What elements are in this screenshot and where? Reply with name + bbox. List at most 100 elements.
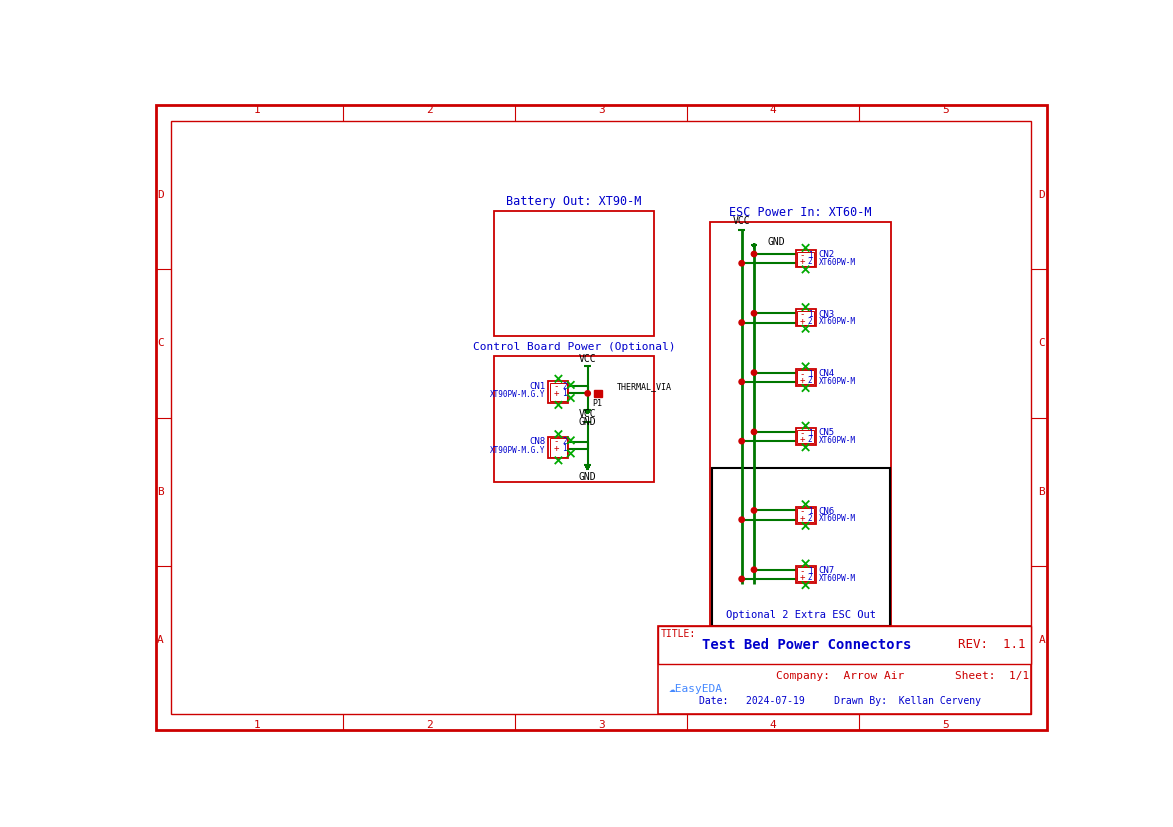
Circle shape bbox=[752, 251, 757, 256]
Text: 4: 4 bbox=[769, 720, 777, 730]
Bar bbox=[550, 438, 567, 457]
Text: CN7: CN7 bbox=[819, 566, 835, 575]
Text: Company:  Arrow Air: Company: Arrow Air bbox=[775, 671, 904, 681]
Text: CN1: CN1 bbox=[529, 382, 545, 391]
Text: Optional 2 Extra ESC Out: Optional 2 Extra ESC Out bbox=[726, 610, 875, 620]
Text: 1: 1 bbox=[808, 429, 813, 438]
Text: -: - bbox=[800, 566, 805, 576]
Bar bbox=[798, 370, 814, 384]
Text: 1: 1 bbox=[253, 720, 260, 730]
Text: Battery Out: XT90-M: Battery Out: XT90-M bbox=[506, 195, 642, 208]
Text: A: A bbox=[1038, 635, 1045, 645]
Text: CN8: CN8 bbox=[529, 437, 545, 447]
Bar bbox=[549, 437, 569, 458]
Circle shape bbox=[752, 311, 757, 316]
Text: 3: 3 bbox=[598, 105, 604, 115]
Text: REV:  1.1: REV: 1.1 bbox=[958, 638, 1025, 652]
Text: Date:   2024-07-19     Drawn By:  Kellan Cerveny: Date: 2024-07-19 Drawn By: Kellan Cerven… bbox=[699, 696, 981, 706]
Bar bbox=[494, 211, 653, 337]
Text: VCC: VCC bbox=[578, 409, 597, 419]
Bar bbox=[795, 250, 815, 267]
Text: 5: 5 bbox=[942, 105, 949, 115]
Bar bbox=[550, 383, 567, 401]
Bar bbox=[795, 507, 815, 523]
Circle shape bbox=[752, 370, 757, 375]
Text: XT60PW-M: XT60PW-M bbox=[819, 376, 855, 385]
Text: 1: 1 bbox=[808, 566, 813, 576]
Bar bbox=[494, 356, 653, 482]
Circle shape bbox=[739, 379, 745, 385]
Text: -: - bbox=[800, 429, 805, 438]
Text: TITLE:: TITLE: bbox=[660, 629, 696, 639]
Text: CN4: CN4 bbox=[819, 369, 835, 378]
Circle shape bbox=[752, 508, 757, 513]
Text: +: + bbox=[800, 435, 805, 444]
Text: ESC Power In: XT60-M: ESC Power In: XT60-M bbox=[730, 206, 872, 219]
Text: XT60PW-M: XT60PW-M bbox=[819, 574, 855, 583]
Text: 2: 2 bbox=[426, 720, 433, 730]
Text: 2: 2 bbox=[426, 105, 433, 115]
Text: 1: 1 bbox=[808, 508, 813, 516]
Text: +: + bbox=[554, 389, 558, 398]
Bar bbox=[795, 428, 815, 445]
Text: XT90PW-M.G.Y: XT90PW-M.G.Y bbox=[490, 390, 545, 399]
Text: Sheet:  1/1: Sheet: 1/1 bbox=[955, 671, 1029, 681]
Text: CN3: CN3 bbox=[819, 309, 835, 318]
Text: 2: 2 bbox=[562, 382, 567, 391]
Text: B: B bbox=[157, 487, 164, 497]
Circle shape bbox=[739, 576, 745, 581]
Text: Control Board Power (Optional): Control Board Power (Optional) bbox=[473, 342, 676, 352]
Text: +: + bbox=[800, 317, 805, 326]
Text: -: - bbox=[554, 437, 558, 447]
Text: D: D bbox=[1038, 190, 1045, 200]
Circle shape bbox=[739, 320, 745, 325]
Text: 1: 1 bbox=[253, 105, 260, 115]
Text: P1: P1 bbox=[592, 399, 603, 408]
Text: 1: 1 bbox=[808, 310, 813, 319]
Text: CN5: CN5 bbox=[819, 428, 835, 437]
Text: VCC: VCC bbox=[578, 354, 597, 364]
Bar bbox=[658, 626, 1031, 715]
Text: A: A bbox=[157, 635, 164, 645]
Text: XT60PW-M: XT60PW-M bbox=[819, 436, 855, 445]
Text: XT60PW-M: XT60PW-M bbox=[819, 318, 855, 327]
Text: 1: 1 bbox=[562, 389, 567, 398]
Circle shape bbox=[752, 567, 757, 572]
Text: 2: 2 bbox=[808, 317, 813, 326]
Text: -: - bbox=[800, 508, 805, 516]
Text: +: + bbox=[800, 573, 805, 582]
Bar bbox=[798, 508, 814, 522]
Text: XT90PW-M.G.Y: XT90PW-M.G.Y bbox=[490, 446, 545, 455]
Text: 2: 2 bbox=[808, 573, 813, 582]
Text: -: - bbox=[554, 382, 558, 391]
Text: -: - bbox=[800, 310, 805, 319]
Text: +: + bbox=[800, 257, 805, 266]
Text: CN6: CN6 bbox=[819, 507, 835, 516]
Bar bbox=[798, 429, 814, 443]
Text: GND: GND bbox=[578, 417, 597, 427]
Circle shape bbox=[739, 261, 745, 266]
Text: +: + bbox=[554, 444, 558, 453]
Text: Test Bed Power Connectors: Test Bed Power Connectors bbox=[703, 638, 911, 652]
Text: 2: 2 bbox=[808, 375, 813, 385]
Text: XT60PW-M: XT60PW-M bbox=[819, 258, 855, 267]
Text: +: + bbox=[800, 514, 805, 523]
Text: -: - bbox=[800, 251, 805, 260]
Bar bbox=[798, 567, 814, 581]
Circle shape bbox=[739, 517, 745, 523]
Text: 2: 2 bbox=[808, 257, 813, 266]
Bar bbox=[712, 468, 889, 626]
Bar bbox=[710, 222, 891, 626]
Circle shape bbox=[752, 429, 757, 434]
Text: CN2: CN2 bbox=[819, 251, 835, 260]
Text: 5: 5 bbox=[942, 720, 949, 730]
Text: C: C bbox=[157, 338, 164, 348]
Bar bbox=[795, 369, 815, 385]
Text: C: C bbox=[1038, 338, 1045, 348]
Text: 3: 3 bbox=[598, 720, 604, 730]
Bar bbox=[798, 251, 814, 265]
Text: 2: 2 bbox=[562, 437, 567, 447]
Bar bbox=[549, 381, 569, 403]
Text: THERMAL_VIA: THERMAL_VIA bbox=[617, 382, 672, 391]
Text: -: - bbox=[800, 370, 805, 379]
